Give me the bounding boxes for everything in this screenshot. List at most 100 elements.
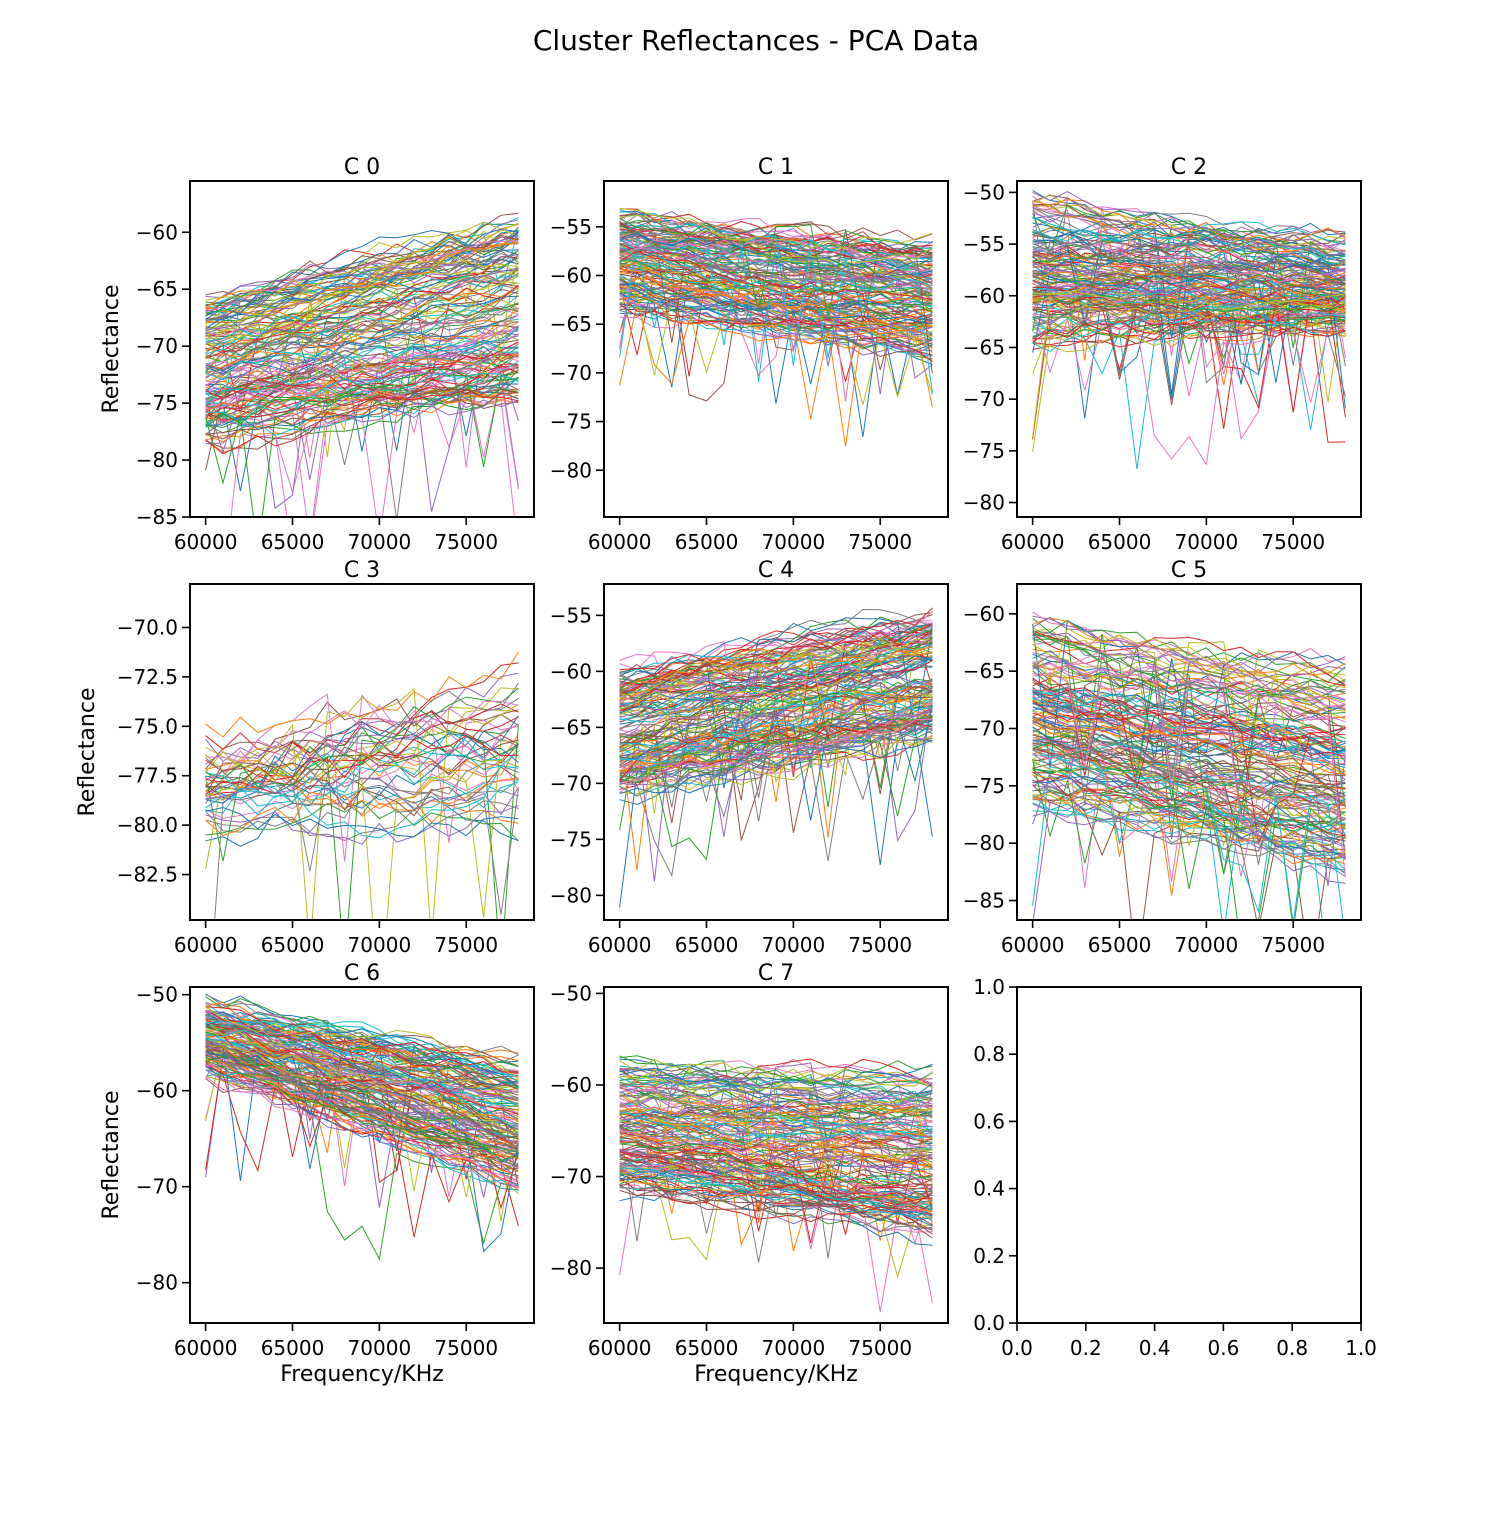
series-line bbox=[619, 692, 933, 764]
series-line bbox=[1032, 283, 1346, 310]
series-line bbox=[205, 769, 519, 816]
y-tick-label: −60 bbox=[963, 602, 1005, 626]
series-line bbox=[1032, 679, 1346, 730]
series-line bbox=[205, 731, 519, 816]
series-line bbox=[205, 369, 519, 517]
series-line bbox=[619, 1131, 933, 1252]
series-line bbox=[1032, 662, 1346, 723]
series-line bbox=[1032, 216, 1346, 246]
y-tick-label: −85 bbox=[136, 505, 178, 529]
series-line bbox=[205, 309, 519, 376]
subplot-2: 60000 65000 70000 75000 −80 −75 −70 −65 −60 −55 −5… bbox=[963, 155, 1362, 554]
series-line bbox=[205, 287, 519, 458]
series-line bbox=[619, 1089, 933, 1121]
series-line bbox=[1032, 296, 1346, 317]
x-tick-label: 65000 bbox=[675, 1336, 739, 1360]
axes-frame bbox=[189, 180, 535, 518]
series-line bbox=[619, 1129, 933, 1153]
series-line bbox=[619, 1188, 933, 1246]
x-tick-label: 0.4 bbox=[1139, 1336, 1171, 1360]
axes-frame bbox=[1016, 583, 1362, 921]
series-line bbox=[205, 1009, 519, 1073]
y-tick-label: −70 bbox=[136, 1175, 178, 1199]
series-line bbox=[205, 327, 519, 392]
y-tick-label: 0.2 bbox=[973, 1244, 1005, 1268]
x-tick-label: 75000 bbox=[848, 1336, 912, 1360]
series-line bbox=[1032, 701, 1346, 749]
series-line bbox=[205, 216, 519, 307]
series-line bbox=[1032, 634, 1346, 834]
x-tick-label: 75000 bbox=[1261, 530, 1325, 554]
series-line bbox=[1032, 234, 1346, 384]
subplot-0: 60000 65000 70000 75000 −85 −80 −75 −70 −65 −60 C … bbox=[99, 155, 535, 554]
series-line bbox=[619, 1058, 933, 1087]
series-line bbox=[205, 765, 519, 839]
y-tick-label: −80 bbox=[550, 1256, 592, 1280]
series-line bbox=[619, 685, 933, 748]
series-line bbox=[1032, 289, 1346, 441]
subplot-title: C 0 bbox=[344, 155, 380, 180]
y-tick-label: −70 bbox=[136, 334, 178, 358]
series-line bbox=[205, 351, 519, 402]
series-line bbox=[619, 710, 933, 773]
series-line bbox=[619, 634, 933, 696]
x-tick-label: 60000 bbox=[1001, 530, 1065, 554]
series-line bbox=[619, 1171, 933, 1217]
series-line bbox=[205, 996, 519, 1068]
series-line bbox=[619, 227, 933, 270]
series-line bbox=[619, 292, 933, 351]
series-line bbox=[205, 1059, 519, 1159]
y-tick-label: −65 bbox=[550, 312, 592, 336]
series-line bbox=[619, 617, 933, 789]
series-line bbox=[1032, 706, 1346, 758]
series-line bbox=[1032, 630, 1346, 693]
series-line bbox=[619, 620, 933, 671]
series-line bbox=[205, 1059, 519, 1178]
series-line bbox=[205, 1025, 519, 1089]
series-line bbox=[619, 1153, 933, 1206]
series-line bbox=[1032, 805, 1346, 871]
series-line bbox=[619, 621, 933, 685]
series-line bbox=[205, 1029, 519, 1108]
series-line bbox=[205, 287, 519, 348]
series-line bbox=[1032, 290, 1346, 312]
series-line bbox=[205, 290, 519, 357]
series-line bbox=[205, 1051, 519, 1164]
x-tick-label: 60000 bbox=[174, 1336, 238, 1360]
series-line bbox=[205, 397, 519, 450]
series-line bbox=[619, 255, 933, 301]
series-line bbox=[205, 343, 519, 405]
series-line bbox=[1032, 665, 1346, 860]
y-tick-label: −80.0 bbox=[117, 813, 178, 837]
y-tick-label: −55 bbox=[550, 603, 592, 627]
series-line bbox=[619, 1143, 933, 1186]
series-line bbox=[1032, 207, 1346, 256]
y-tick-label: −55 bbox=[963, 232, 1005, 256]
axes-frame bbox=[189, 986, 535, 1324]
series-line bbox=[205, 388, 519, 440]
series-line bbox=[619, 1104, 933, 1126]
series-line bbox=[1032, 282, 1346, 310]
series-line bbox=[619, 218, 933, 317]
series-line bbox=[619, 238, 933, 281]
series-line bbox=[205, 1027, 519, 1108]
y-tick-label: −70 bbox=[963, 387, 1005, 411]
series-line bbox=[205, 275, 519, 343]
series-line bbox=[205, 254, 519, 331]
series-line bbox=[205, 1043, 519, 1145]
series-line bbox=[205, 395, 519, 453]
series-line bbox=[1032, 693, 1346, 757]
y-tick-label: −72.5 bbox=[117, 665, 178, 689]
series-line bbox=[205, 335, 519, 387]
series-line bbox=[619, 717, 933, 780]
series-line bbox=[1032, 734, 1346, 807]
series-line bbox=[619, 1080, 933, 1110]
series-line bbox=[619, 713, 933, 788]
series-line bbox=[619, 734, 933, 782]
series-line bbox=[1032, 264, 1346, 290]
series-line bbox=[619, 208, 933, 250]
series-line bbox=[205, 328, 519, 381]
y-tick-label: −80 bbox=[136, 1271, 178, 1295]
series-line bbox=[205, 286, 519, 358]
x-tick-label: 0.0 bbox=[1001, 1336, 1033, 1360]
